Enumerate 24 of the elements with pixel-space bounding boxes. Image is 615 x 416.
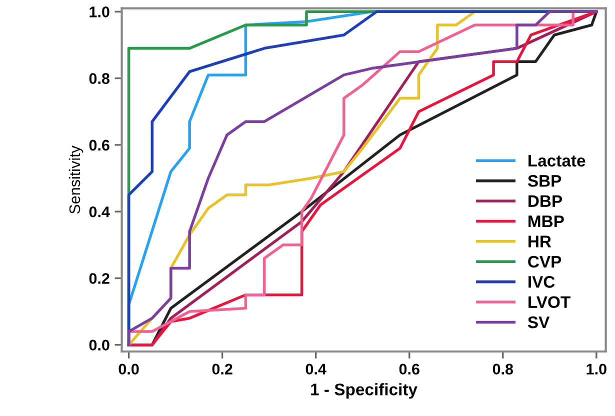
legend-label: DBP bbox=[528, 195, 562, 207]
x-tick-label: 0.6 bbox=[399, 364, 420, 375]
legend-label: IVC bbox=[528, 276, 555, 288]
y-axis-title: Sensitivity bbox=[68, 146, 84, 214]
x-tick-label: 1.0 bbox=[586, 364, 606, 375]
legend-label: MBP bbox=[528, 216, 564, 228]
x-axis-title: 1 - Specificity bbox=[311, 383, 418, 399]
y-tick-label: 0.0 bbox=[89, 340, 110, 351]
y-tick-label: 0.4 bbox=[89, 206, 110, 218]
legend-label: SV bbox=[528, 316, 550, 328]
x-tick-label: 0.4 bbox=[306, 364, 326, 375]
y-tick-label: 0.8 bbox=[89, 73, 110, 84]
x-tick-label: 0.2 bbox=[212, 364, 232, 375]
x-tick-label: 0.0 bbox=[118, 364, 139, 375]
legend-label: CVP bbox=[528, 256, 562, 268]
legend-label: SBP bbox=[528, 175, 562, 187]
legend-label: Lactate bbox=[528, 154, 586, 167]
y-tick-label: 1.0 bbox=[90, 6, 110, 18]
x-tick-label: 0.8 bbox=[492, 364, 514, 375]
y-tick-label: 0.6 bbox=[89, 140, 110, 151]
y-tick-label: 0.2 bbox=[89, 273, 110, 284]
line-series bbox=[127, 10, 598, 346]
legend-label: HR bbox=[528, 236, 552, 248]
legend-label: LVOT bbox=[528, 296, 570, 308]
